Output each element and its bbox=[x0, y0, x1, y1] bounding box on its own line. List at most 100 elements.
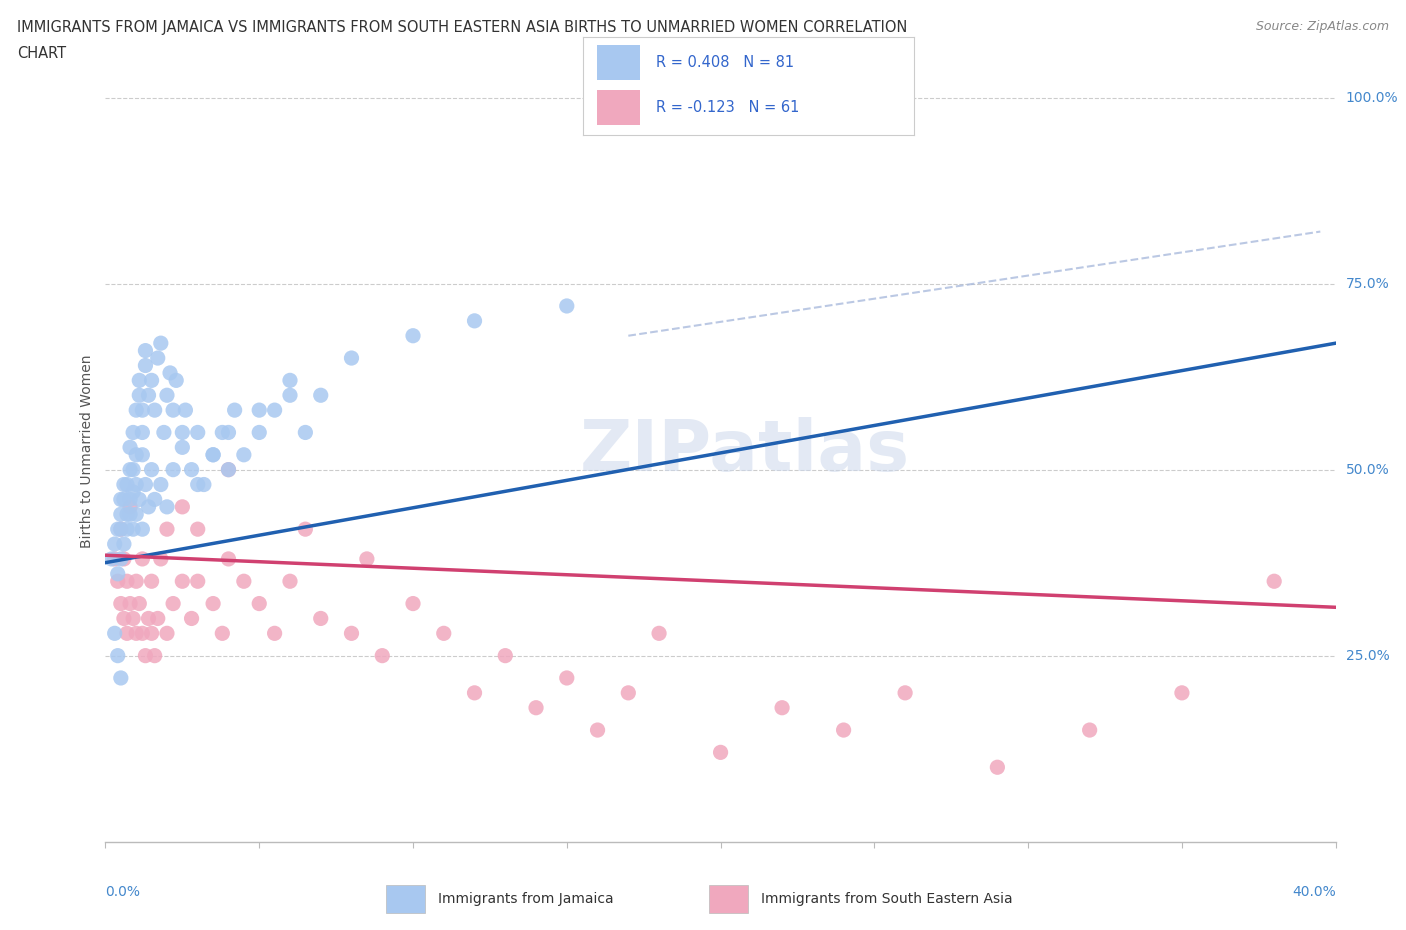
Point bbox=[232, 447, 254, 462]
Point bbox=[128, 492, 150, 507]
Point bbox=[218, 425, 240, 440]
Point bbox=[309, 388, 332, 403]
Point bbox=[112, 537, 135, 551]
Point bbox=[340, 626, 363, 641]
Point bbox=[555, 671, 578, 685]
Point bbox=[278, 388, 301, 403]
Text: 0.0%: 0.0% bbox=[105, 884, 141, 898]
Point bbox=[202, 596, 225, 611]
FancyBboxPatch shape bbox=[387, 885, 425, 913]
Point bbox=[125, 447, 148, 462]
Point bbox=[131, 522, 153, 537]
Point bbox=[218, 462, 240, 477]
Point bbox=[309, 611, 332, 626]
Text: IMMIGRANTS FROM JAMAICA VS IMMIGRANTS FROM SOUTH EASTERN ASIA BIRTHS TO UNMARRIE: IMMIGRANTS FROM JAMAICA VS IMMIGRANTS FR… bbox=[17, 20, 907, 35]
Point bbox=[832, 723, 855, 737]
Point bbox=[162, 462, 184, 477]
Point bbox=[146, 611, 169, 626]
Point bbox=[134, 648, 156, 663]
Point bbox=[232, 574, 254, 589]
Point bbox=[104, 626, 127, 641]
FancyBboxPatch shape bbox=[596, 90, 640, 126]
Point bbox=[340, 351, 363, 365]
Point bbox=[153, 425, 176, 440]
Point bbox=[162, 596, 184, 611]
Point bbox=[218, 462, 240, 477]
Text: ZIPatlas: ZIPatlas bbox=[581, 417, 910, 485]
Text: Source: ZipAtlas.com: Source: ZipAtlas.com bbox=[1256, 20, 1389, 33]
Point bbox=[180, 611, 202, 626]
Point bbox=[112, 492, 135, 507]
Point bbox=[115, 522, 138, 537]
Point bbox=[247, 425, 270, 440]
Text: R = 0.408   N = 81: R = 0.408 N = 81 bbox=[657, 55, 794, 70]
Point bbox=[617, 685, 640, 700]
Point bbox=[263, 626, 285, 641]
Point bbox=[371, 648, 394, 663]
Point bbox=[247, 596, 270, 611]
Point bbox=[278, 574, 301, 589]
Point bbox=[294, 522, 316, 537]
Point bbox=[110, 492, 132, 507]
Point bbox=[122, 485, 145, 499]
Point bbox=[149, 477, 172, 492]
Point bbox=[156, 626, 179, 641]
FancyBboxPatch shape bbox=[710, 885, 748, 913]
Point bbox=[120, 499, 141, 514]
Point bbox=[202, 447, 225, 462]
Point bbox=[165, 373, 187, 388]
Point bbox=[143, 648, 166, 663]
Point bbox=[770, 700, 793, 715]
Point bbox=[112, 611, 135, 626]
Point bbox=[110, 522, 132, 537]
Point bbox=[648, 626, 671, 641]
Point bbox=[156, 499, 179, 514]
Point bbox=[110, 671, 132, 685]
Point bbox=[128, 596, 150, 611]
Point bbox=[586, 723, 609, 737]
Point bbox=[986, 760, 1008, 775]
Point bbox=[131, 626, 153, 641]
Point bbox=[122, 462, 145, 477]
Point bbox=[120, 596, 141, 611]
Point bbox=[122, 425, 145, 440]
Point bbox=[131, 447, 153, 462]
Text: CHART: CHART bbox=[17, 46, 66, 61]
Text: 100.0%: 100.0% bbox=[1346, 90, 1398, 105]
Point bbox=[156, 522, 179, 537]
Point bbox=[187, 574, 209, 589]
Point bbox=[141, 626, 163, 641]
Point bbox=[125, 507, 148, 522]
Point bbox=[193, 477, 215, 492]
Point bbox=[218, 551, 240, 566]
Point bbox=[180, 462, 202, 477]
Point bbox=[112, 477, 135, 492]
Point bbox=[115, 574, 138, 589]
Point bbox=[107, 648, 129, 663]
Point bbox=[115, 507, 138, 522]
Text: R = -0.123   N = 61: R = -0.123 N = 61 bbox=[657, 100, 800, 115]
Point bbox=[770, 113, 793, 127]
Point bbox=[172, 499, 194, 514]
Point bbox=[125, 626, 148, 641]
Point bbox=[104, 551, 127, 566]
Text: Immigrants from South Eastern Asia: Immigrants from South Eastern Asia bbox=[761, 892, 1012, 907]
Point bbox=[143, 492, 166, 507]
Point bbox=[464, 685, 486, 700]
Point bbox=[100, 551, 122, 566]
Point bbox=[110, 551, 132, 566]
Point bbox=[494, 648, 516, 663]
Point bbox=[110, 522, 132, 537]
Point bbox=[125, 477, 148, 492]
FancyBboxPatch shape bbox=[596, 45, 640, 80]
Point bbox=[110, 507, 132, 522]
Point bbox=[115, 626, 138, 641]
Point bbox=[464, 313, 486, 328]
Point bbox=[187, 425, 209, 440]
Point bbox=[134, 477, 156, 492]
Point bbox=[128, 388, 150, 403]
Text: 50.0%: 50.0% bbox=[1346, 462, 1389, 477]
Text: Immigrants from Jamaica: Immigrants from Jamaica bbox=[437, 892, 613, 907]
Point bbox=[174, 403, 197, 418]
Point bbox=[211, 425, 233, 440]
